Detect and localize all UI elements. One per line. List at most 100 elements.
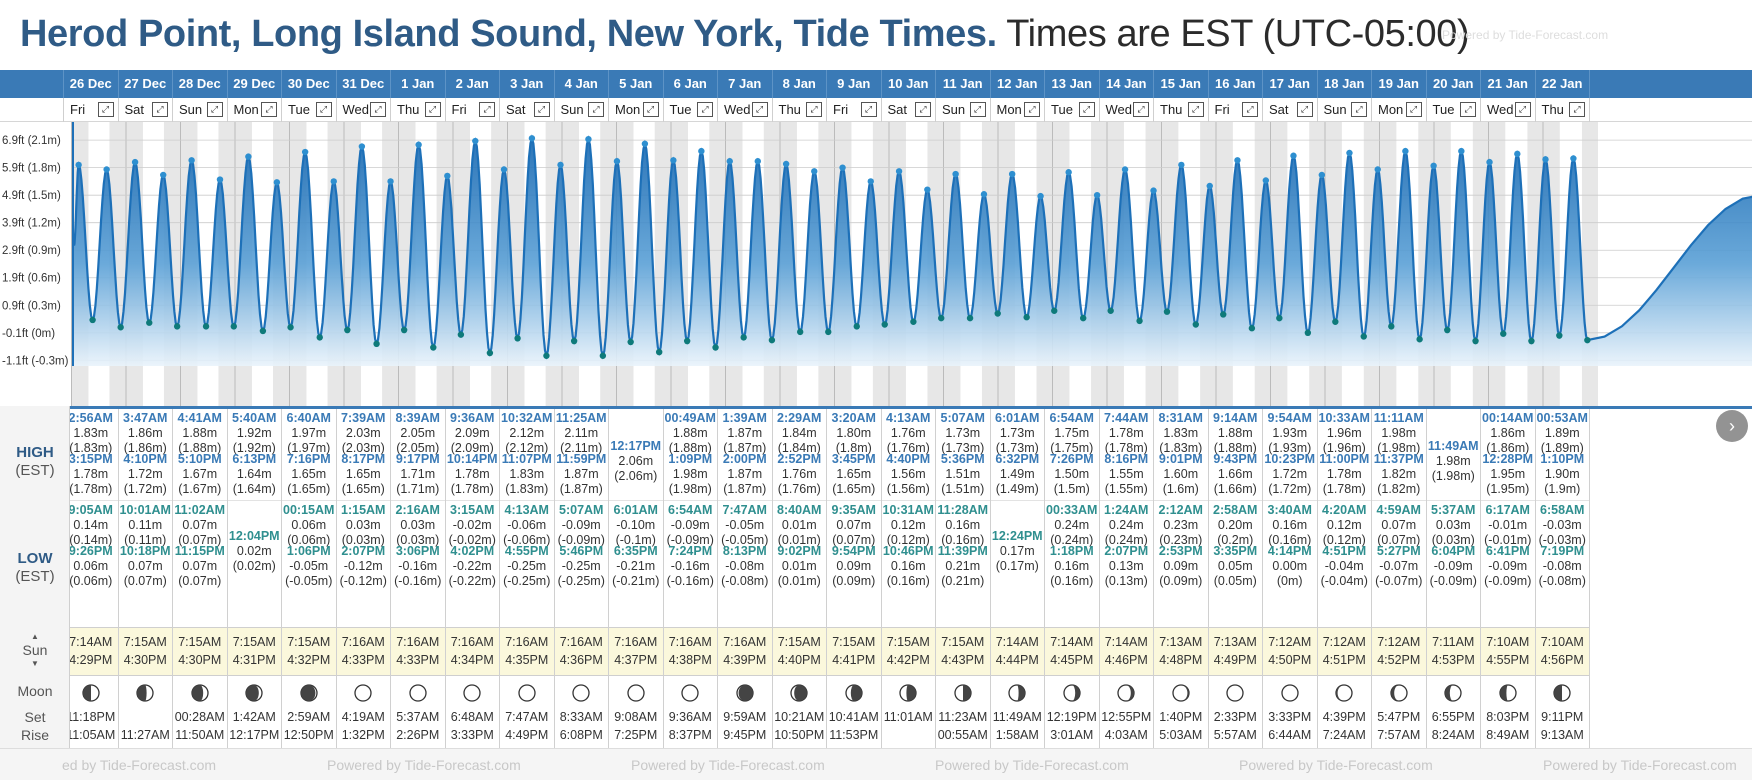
footer-powered-by[interactable]: Powered by Tide-Forecast.com	[1543, 757, 1737, 773]
sun-cell: 7:16AM 4:33PM	[336, 627, 390, 675]
expand-icon[interactable]: ⤢	[915, 102, 931, 117]
expand-icon[interactable]: ⤢	[315, 102, 332, 117]
tide-value: (0.02m)	[232, 559, 276, 573]
moonset-time: 11:23AM	[938, 710, 988, 724]
row-divider	[336, 500, 390, 501]
sunrise-time: 7:16AM	[396, 635, 440, 649]
expand-icon[interactable]: ⤢	[1133, 102, 1149, 117]
expand-icon[interactable]: ⤢	[1187, 102, 1204, 117]
tide-value: -0.25m	[561, 559, 601, 573]
moonrise-time: 3:01AM	[1050, 728, 1094, 742]
expand-icon[interactable]: ⤢	[697, 102, 713, 117]
tide-value: 1.73m	[945, 426, 981, 440]
row-divider	[1099, 500, 1153, 501]
tide-value: 2:00PM	[722, 452, 767, 466]
day-column: 8:31AM 1.83m (1.83m) 9:01PM 1.60m (1.6m) 2:12A…	[1154, 409, 1209, 748]
expand-icon[interactable]: ⤢	[860, 102, 877, 117]
expand-icon[interactable]: ⤢	[424, 102, 441, 117]
tide-value: 1.90m	[1544, 467, 1580, 481]
expand-icon[interactable]: ⤢	[206, 102, 223, 117]
expand-icon[interactable]: ⤢	[97, 102, 114, 117]
expand-icon[interactable]: ⤢	[1569, 102, 1585, 117]
expand-icon[interactable]: ⤢	[533, 102, 550, 117]
tide-value: 1.78m	[1108, 426, 1144, 440]
expand-icon[interactable]: ⤢	[1514, 102, 1531, 117]
high-tide-entry: 12:28PM 1.95m (1.95m)	[1481, 452, 1535, 497]
y-tick-label: 1.9ft (0.6m)	[2, 273, 61, 285]
tide-value: 7:39AM	[341, 411, 386, 425]
day-column: 5:07AM 1.73m (1.73m) 5:36PM 1.51m (1.51m) 11:2…	[936, 409, 991, 748]
powered-by-top[interactable]: Powered by Tide-Forecast.com	[1442, 26, 1608, 42]
tide-value: (0.12m)	[1322, 533, 1366, 547]
sunset-time: 4:44PM	[995, 653, 1039, 667]
high-tide-point	[1486, 158, 1493, 166]
tide-value: (-0.07m)	[1375, 574, 1423, 588]
expand-icon[interactable]: ⤢	[1024, 102, 1040, 117]
expand-icon[interactable]: ⤢	[588, 102, 604, 117]
low-tide-entry: 4:13AM -0.06m (-0.06m)	[500, 503, 554, 548]
tide-value: (0.21m)	[941, 574, 985, 588]
expand-icon[interactable]: ⤢	[1242, 102, 1258, 117]
expand-icon[interactable]: ⤢	[479, 102, 495, 117]
footer: ed by Tide-Forecast.com Powered by Tide-F…	[0, 748, 1752, 780]
footer-powered-by[interactable]: Powered by Tide-Forecast.com	[631, 757, 825, 773]
tide-value: (0.12m)	[886, 533, 930, 547]
tide-value: (1.51m)	[941, 482, 985, 496]
expand-icon[interactable]: ⤢	[806, 102, 822, 117]
moonrise-time: 5:03AM	[1159, 728, 1203, 742]
sun-label-text: Sun	[22, 642, 48, 658]
expand-icon[interactable]: ⤢	[751, 102, 768, 117]
tide-value: (1.96m)	[1322, 441, 1366, 455]
expand-icon[interactable]: ⤢	[642, 102, 659, 117]
day-of-week-cell: Sat ⤢	[882, 98, 936, 122]
tide-value: (1.83m)	[505, 482, 549, 496]
moonrise-time: 9:45PM	[723, 728, 767, 742]
tide-value: 11:07PM	[501, 452, 552, 466]
tide-value: (0.07m)	[1377, 533, 1421, 547]
expand-icon[interactable]: ⤢	[1296, 102, 1313, 117]
tide-value: (-0.21m)	[612, 574, 660, 588]
row-divider	[990, 500, 1044, 501]
day-of-week-cell: Wed ⤢	[337, 98, 391, 122]
footer-powered-by[interactable]: Powered by Tide-Forecast.com	[327, 757, 521, 773]
high-tide-point	[1121, 166, 1129, 173]
expand-icon[interactable]: ⤢	[1351, 102, 1367, 117]
date-header-cell: 20 Jan	[1427, 70, 1481, 98]
tide-value: (1.72m)	[1268, 482, 1312, 496]
footer-powered-by[interactable]: Powered by Tide-Forecast.com	[935, 757, 1129, 773]
expand-icon[interactable]: ⤢	[969, 102, 986, 117]
date-header-cell: 6 Jan	[664, 70, 718, 98]
tide-value: 9:17PM	[395, 452, 440, 466]
tide-value: 1.93m	[1272, 426, 1308, 440]
title-timezone: Times are EST (UTC-05:00)	[996, 13, 1470, 55]
expand-icon[interactable]: ⤢	[152, 102, 168, 117]
day-column: 00:49AM 1.88m (1.88m) 1:09PM 1.98m (1.98m) 6:5…	[663, 409, 718, 748]
footer-powered-by-partial[interactable]: ed by Tide-Forecast.com	[62, 757, 217, 773]
sun-cell: 7:12AM 4:51PM	[1317, 627, 1371, 675]
sunset-time: 4:51PM	[1322, 653, 1366, 667]
expand-icon[interactable]: ⤢	[261, 102, 277, 117]
tide-value: 0.17m	[999, 544, 1035, 558]
high-tide-entry: 1:39AM 1.87m (1.87m)	[718, 411, 772, 456]
low-tide-point	[938, 314, 945, 322]
low-tide-entry: 11:02AM 0.07m (0.07m)	[173, 503, 227, 548]
expand-icon[interactable]: ⤢	[1460, 102, 1476, 117]
low-tide-point	[570, 337, 578, 345]
expand-icon[interactable]: ⤢	[370, 102, 386, 117]
low-tide-entry: 8:40AM 0.01m (0.01m)	[773, 503, 827, 548]
sunset-time: 4:52PM	[1377, 653, 1421, 667]
sunrise-time: 7:14AM	[1104, 635, 1148, 649]
tide-value: 11:11AM	[1373, 411, 1424, 425]
high-tide-point	[952, 170, 959, 178]
expand-icon[interactable]: ⤢	[1405, 102, 1422, 117]
sun-cell: 7:16AM 4:36PM	[554, 627, 608, 675]
tide-value: 5:10PM	[177, 452, 222, 466]
low-tide-point	[430, 344, 437, 351]
sunset-time: 4:46PM	[1104, 653, 1148, 667]
tide-value: 9:02PM	[777, 544, 822, 558]
expand-icon[interactable]: ⤢	[1078, 102, 1095, 117]
high-tide-point	[131, 158, 139, 166]
row-divider	[118, 500, 172, 501]
footer-powered-by[interactable]: Powered by Tide-Forecast.com	[1239, 757, 1433, 773]
scroll-right-button[interactable]: ›	[1716, 410, 1748, 442]
